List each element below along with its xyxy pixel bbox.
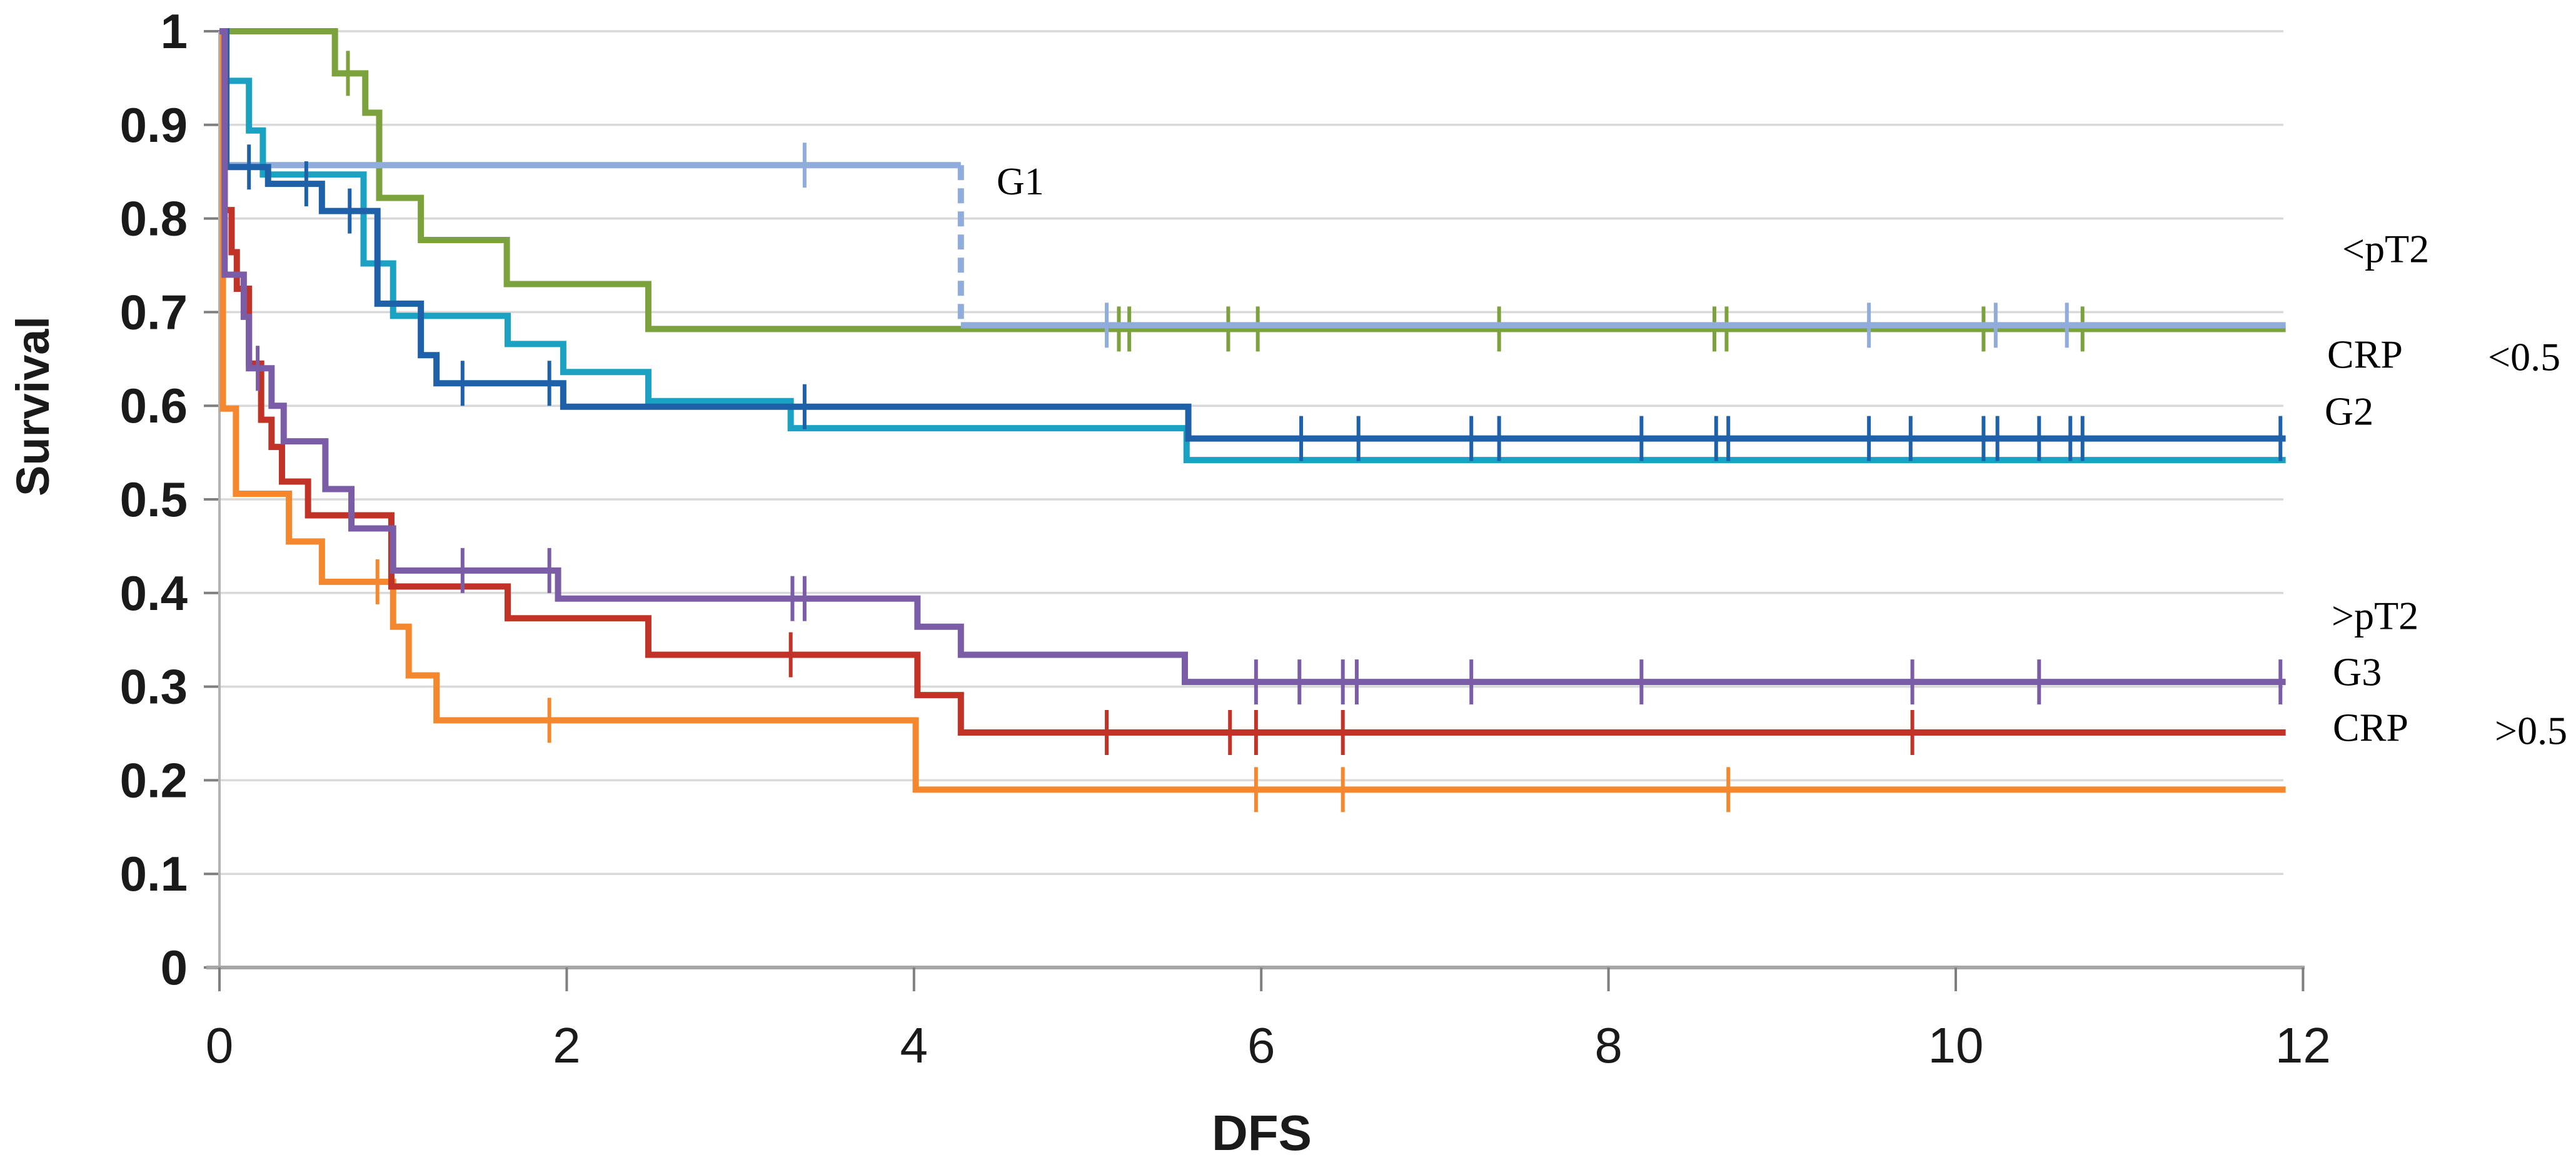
x-tick-label-6: 6: [1247, 1018, 1275, 1073]
y-axis-title: Survival: [7, 316, 59, 496]
series-label-crp-low: CRP: [2327, 332, 2403, 377]
y-tick-label-0.4: 0.4: [120, 566, 188, 621]
y-tick-label-0.3: 0.3: [120, 659, 188, 714]
series-pt2-line: [219, 28, 2286, 686]
series-label-lt-pt2: <pT2: [2342, 227, 2429, 271]
series-label-g1: G1: [997, 161, 1044, 203]
y-tick-label-0.6: 0.6: [120, 378, 188, 433]
x-tick-label-10: 10: [1928, 1018, 1984, 1073]
x-axis-title: DFS: [1212, 1105, 1312, 1161]
y-tick-label-0: 0: [161, 940, 188, 995]
x-tick-label-8: 8: [1594, 1018, 1623, 1073]
y-tick-label-0.1: 0.1: [120, 846, 188, 901]
x-tick-label-2: 2: [553, 1018, 581, 1073]
y-tick-label-0.7: 0.7: [120, 284, 188, 339]
y-tick-label-0.8: 0.8: [120, 191, 188, 246]
series-g3-line: [219, 28, 2286, 736]
series-crp-0-5-line: [219, 28, 2286, 793]
series-pt2-line: [219, 28, 2286, 332]
series-label-crp-high: CRP: [2333, 706, 2408, 750]
series-label-crp-high-val: >0.5: [2495, 709, 2567, 753]
series-label-gt-pt2: >pT2: [2332, 594, 2418, 638]
series-label-g3: G3: [2333, 650, 2382, 694]
x-tick-label-0: 0: [206, 1018, 234, 1073]
series-crp-0-5-line: [219, 28, 2286, 442]
y-tick-label-0.2: 0.2: [120, 752, 188, 808]
y-tick-label-0.9: 0.9: [120, 98, 188, 152]
x-tick-label-12: 12: [2275, 1018, 2331, 1073]
series-g2-line: [219, 28, 2286, 464]
series-label-crp-low-val: <0.5: [2488, 335, 2560, 379]
y-tick-label-1: 1: [161, 4, 188, 59]
series-label-g2: G2: [2325, 389, 2373, 434]
x-tick-label-4: 4: [900, 1018, 928, 1073]
y-tick-label-0.5: 0.5: [120, 472, 188, 527]
